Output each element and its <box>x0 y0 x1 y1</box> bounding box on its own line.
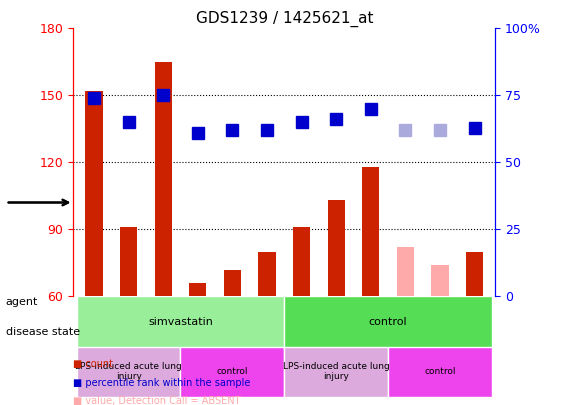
Bar <box>258 252 276 296</box>
Bar <box>154 62 172 296</box>
Bar <box>86 91 102 296</box>
FancyBboxPatch shape <box>284 347 388 397</box>
Bar <box>466 252 483 296</box>
Bar <box>224 270 241 296</box>
Bar <box>431 265 449 296</box>
Text: ■ percentile rank within the sample: ■ percentile rank within the sample <box>73 378 251 388</box>
FancyBboxPatch shape <box>77 296 284 347</box>
Text: disease state: disease state <box>6 327 80 337</box>
FancyBboxPatch shape <box>284 296 492 347</box>
Bar <box>189 283 207 296</box>
Text: control: control <box>217 367 248 376</box>
Title: GDS1239 / 1425621_at: GDS1239 / 1425621_at <box>195 11 373 27</box>
Bar <box>293 227 310 296</box>
Bar <box>397 247 414 296</box>
FancyBboxPatch shape <box>181 347 284 397</box>
FancyBboxPatch shape <box>388 347 492 397</box>
Bar <box>120 227 137 296</box>
Text: LPS-induced acute lung
injury: LPS-induced acute lung injury <box>75 362 182 382</box>
FancyBboxPatch shape <box>77 347 181 397</box>
Bar <box>362 167 379 296</box>
Text: agent: agent <box>6 297 38 307</box>
Text: ■ value, Detection Call = ABSENT: ■ value, Detection Call = ABSENT <box>73 396 241 405</box>
Text: control: control <box>425 367 456 376</box>
Text: control: control <box>369 317 408 326</box>
Text: ■ count: ■ count <box>73 360 113 369</box>
Text: LPS-induced acute lung
injury: LPS-induced acute lung injury <box>283 362 390 382</box>
Bar <box>328 200 345 296</box>
Text: simvastatin: simvastatin <box>148 317 213 326</box>
